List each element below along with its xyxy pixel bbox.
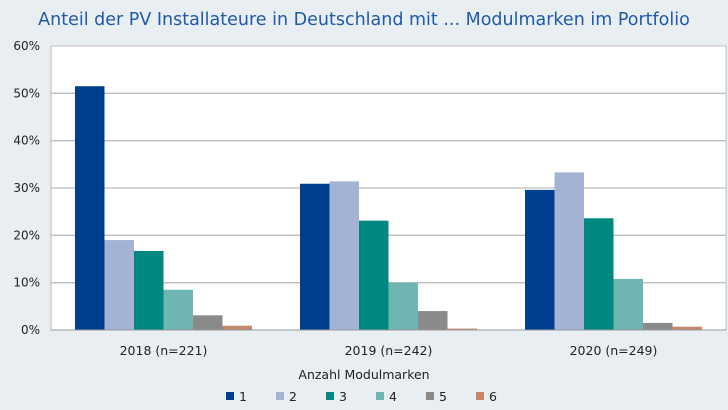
- bar-3-2: [584, 218, 614, 330]
- y-tick-label: 40%: [13, 134, 40, 148]
- legend-label-3: 3: [339, 389, 347, 404]
- legend-swatch-4: [376, 392, 384, 400]
- bar-4-2: [613, 278, 643, 330]
- x-tick-label: 2019 (n=242): [345, 343, 433, 358]
- legend-label-6: 6: [489, 389, 497, 404]
- y-tick-label: 50%: [13, 86, 40, 100]
- legend-swatch-2: [276, 392, 284, 400]
- bar-5-1: [418, 311, 448, 330]
- y-tick-label: 60%: [13, 39, 40, 53]
- legend-swatch-5: [426, 392, 434, 400]
- bar-3-1: [359, 220, 389, 330]
- bar-1-0: [75, 86, 105, 330]
- legend-label-2: 2: [289, 389, 297, 404]
- y-tick-label: 10%: [13, 276, 40, 290]
- legend-label-1: 1: [239, 389, 247, 404]
- bar-6-2: [672, 326, 702, 330]
- y-tick-label: 30%: [13, 181, 40, 195]
- bar-3-0: [134, 250, 164, 330]
- bar-5-2: [643, 322, 673, 330]
- x-tick-label: 2020 (n=249): [570, 343, 658, 358]
- legend-title: Anzahl Modulmarken: [298, 367, 429, 382]
- legend-swatch-1: [226, 392, 234, 400]
- legend-swatch-6: [476, 392, 484, 400]
- y-tick-label: 20%: [13, 228, 40, 242]
- legend-swatch-3: [326, 392, 334, 400]
- bar-6-0: [222, 325, 252, 330]
- bar-5-0: [193, 315, 223, 330]
- bar-6-1: [447, 328, 477, 330]
- bar-4-0: [163, 289, 193, 330]
- legend-label-5: 5: [439, 389, 447, 404]
- bar-2-1: [329, 181, 359, 330]
- x-tick-label: 2018 (n=221): [120, 343, 208, 358]
- legend-label-4: 4: [389, 389, 397, 404]
- y-tick-label: 0%: [21, 323, 40, 337]
- bar-2-0: [104, 240, 134, 330]
- bar-4-1: [388, 282, 418, 330]
- bar-1-2: [525, 189, 555, 330]
- chart-title: Anteil der PV Installateure in Deutschla…: [38, 10, 690, 30]
- bar-1-1: [300, 183, 330, 330]
- bar-2-2: [554, 172, 584, 330]
